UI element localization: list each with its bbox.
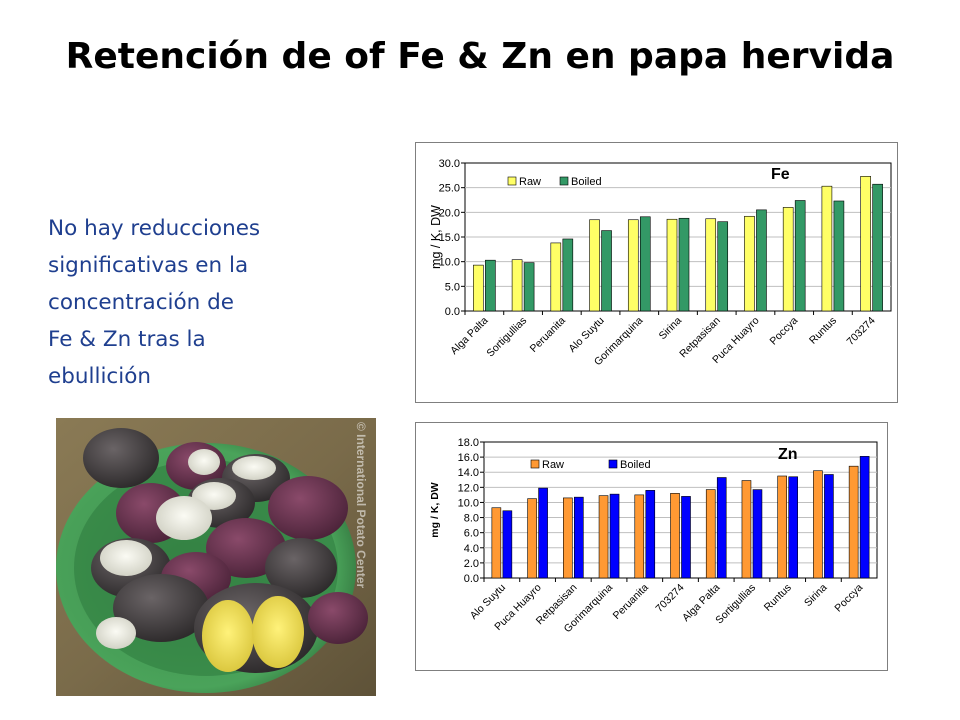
bar-raw (666, 218, 678, 312)
x-category-label: Sirina (802, 582, 830, 610)
x-category-label: 703274 (653, 582, 686, 615)
x-category-label: Runtus (807, 315, 839, 347)
y-tick-label: 6.0 (464, 528, 479, 540)
bar-raw (598, 495, 609, 579)
bar-raw (777, 475, 787, 579)
chart-annotation: Zn (778, 446, 798, 463)
legend-swatch-boiled (608, 459, 618, 469)
bar-raw (491, 507, 502, 579)
bar-boiled (574, 496, 584, 579)
bar-boiled (639, 216, 651, 312)
y-tick-label: 2.0 (464, 558, 479, 570)
y-tick-label: 10.0 (458, 497, 479, 509)
x-category-label: 703274 (844, 315, 877, 348)
bar-boiled (824, 474, 834, 579)
body-line: significativas en la (48, 253, 249, 278)
y-tick-label: 15.0 (439, 232, 460, 244)
bar-raw (511, 259, 523, 312)
bar-raw (860, 176, 871, 312)
y-tick-label: 5.0 (445, 281, 460, 293)
bar-raw (670, 493, 680, 579)
bar-boiled (485, 259, 496, 312)
y-tick-label: 16.0 (458, 452, 479, 464)
legend-swatch-raw (530, 459, 540, 469)
fe-bar-chart: 0.05.010.015.020.025.030.0mg / K, DWAlga… (429, 158, 892, 368)
zn-chart-panel: 0.0 2.0 4.0 6.0 8.0 10.0 12.0 14.0 16.0 18.0 mg / … (415, 422, 888, 671)
bar-raw (744, 215, 755, 312)
bar-boiled (502, 510, 513, 579)
bar-boiled (645, 490, 656, 579)
bar-boiled (562, 238, 574, 312)
bar-raw (527, 498, 537, 579)
y-tick-label: 10.0 (439, 257, 460, 269)
y-tick-label: 12.0 (458, 482, 479, 494)
bar-raw (563, 497, 573, 579)
legend-label-raw: Raw (542, 459, 564, 471)
y-tick-label: 30.0 (439, 158, 460, 170)
y-tick-label: 18.0 (458, 437, 479, 449)
y-axis-label: mg / K, DW (429, 482, 441, 538)
bar-raw (705, 218, 717, 312)
legend-swatch-boiled (559, 176, 569, 186)
bar-boiled (716, 477, 727, 579)
bar-boiled (756, 209, 767, 312)
plot-area (483, 441, 878, 579)
body-line: concentración de (48, 290, 235, 315)
bar-boiled (794, 200, 806, 312)
bar-raw (550, 242, 562, 312)
bar-boiled (717, 221, 729, 312)
bar-raw (634, 494, 645, 579)
bar-boiled (523, 262, 535, 312)
x-category-label: Sirina (657, 315, 685, 343)
body-line: ebullición (48, 364, 151, 389)
x-category-label: Sortigullias (484, 315, 529, 360)
legend-label-boiled: Boiled (620, 459, 651, 471)
legend-label-boiled: Boiled (571, 176, 602, 188)
photo-watermark: © International Potato Center (354, 422, 368, 589)
body-line: Fe & Zn tras la (48, 327, 206, 352)
bar-boiled (833, 200, 845, 312)
bar-raw (782, 207, 794, 312)
bar-boiled (872, 183, 883, 312)
bar-raw (589, 219, 600, 312)
x-category-label: Runtus (762, 582, 794, 614)
bar-raw (848, 465, 859, 579)
bar-boiled (678, 217, 690, 312)
fe-chart-panel: 0.0 5.0 10.0 15.0 20.0 25.0 30.0 mg / K, DW Alga… (415, 142, 898, 403)
chart-annotation: Fe (771, 166, 790, 183)
y-tick-label: 20.0 (439, 207, 460, 219)
bar-boiled (859, 456, 870, 579)
bar-boiled (538, 487, 548, 579)
legend-label-raw: Raw (519, 176, 541, 188)
bar-boiled (609, 493, 620, 579)
y-tick-label: 8.0 (464, 513, 479, 525)
x-category-label: Poccya (767, 315, 800, 348)
bar-boiled (752, 489, 763, 579)
x-category-label: Peruanita (611, 582, 651, 622)
bar-raw (705, 489, 716, 579)
x-category-label: Alo Suytu (566, 315, 606, 355)
y-tick-label: 14.0 (458, 467, 479, 479)
y-tick-label: 0.0 (464, 573, 479, 585)
slide-body-text: No hay reducciones significativas en la … (48, 210, 338, 395)
y-tick-label: 25.0 (439, 183, 460, 195)
bar-raw (473, 264, 484, 312)
bar-raw (627, 219, 639, 312)
zn-bar-chart: 0.0 2.0 4.0 6.0 8.0 10.0 12.0 14.0 16.0 18.0 mg / … (429, 437, 878, 635)
bar-boiled (601, 230, 612, 312)
y-axis-label: mg / K, DW (429, 205, 443, 269)
potato-photo: © International Potato Center (56, 418, 376, 696)
body-line: No hay reducciones (48, 216, 261, 241)
bar-boiled (788, 476, 798, 579)
bar-raw (813, 470, 823, 579)
x-category-label: Poccya (832, 582, 865, 615)
y-tick-label: 4.0 (464, 543, 479, 555)
bar-raw (821, 185, 833, 312)
y-tick-label: 0.0 (445, 306, 460, 318)
bar-raw (741, 480, 752, 579)
bar-boiled (681, 496, 691, 579)
x-category-label: Peruanita (528, 315, 568, 355)
slide-title: Retención de of Fe & Zn en papa hervida (65, 36, 895, 77)
legend-swatch-raw (507, 176, 517, 186)
